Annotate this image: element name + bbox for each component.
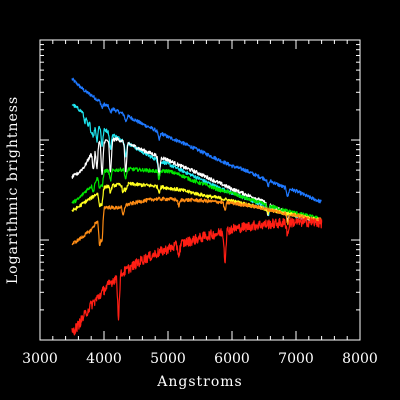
x-tick-label: 6000 — [214, 351, 250, 367]
x-tick-label: 4000 — [86, 351, 122, 367]
series-layer — [71, 77, 323, 336]
x-axis-label: Angstroms — [156, 374, 242, 390]
x-tick-label: 7000 — [278, 351, 314, 367]
spectrum-line-1 — [71, 77, 322, 204]
x-tick-label: 8000 — [342, 351, 378, 367]
spectrum-line-7 — [71, 216, 323, 336]
x-tick-label: 5000 — [150, 351, 186, 367]
spectrum-line-6 — [71, 196, 323, 247]
y-axis-label: Logarithmic brightness — [5, 96, 21, 284]
x-tick-label: 3000 — [22, 351, 58, 367]
ticks-layer — [39, 40, 361, 340]
spectrum-line-4 — [71, 166, 322, 221]
x-tick-labels: 3000 4000 5000 6000 7000 8000 — [22, 351, 378, 367]
plot-frame — [39, 39, 361, 341]
